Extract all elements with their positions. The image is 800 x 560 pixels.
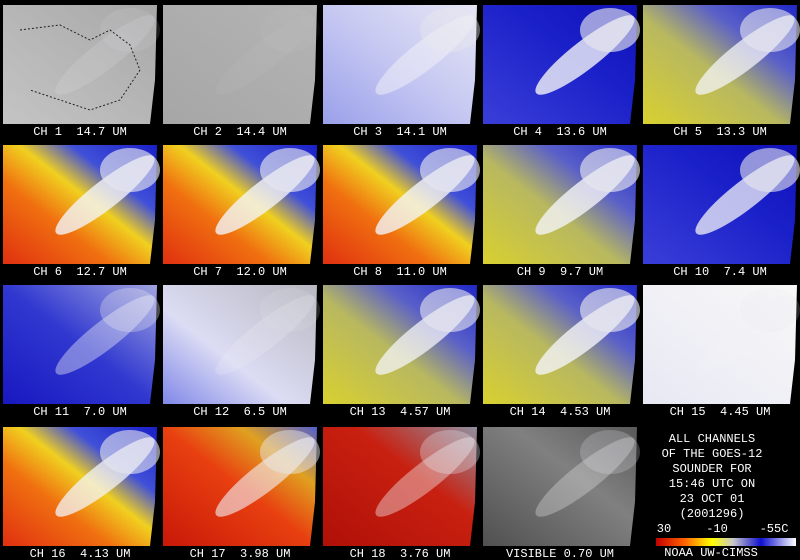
channel-label: CH 2 14.4 UM <box>193 125 287 139</box>
channel-label: CH 5 13.3 UM <box>673 125 767 139</box>
cloud-band <box>260 8 320 52</box>
channel-image <box>163 5 317 124</box>
channel-image <box>483 427 637 546</box>
cloud-band <box>420 8 480 52</box>
channel-image <box>643 285 797 404</box>
scale-label: -55C <box>760 522 789 536</box>
channel-image <box>163 285 317 404</box>
channel-label: CH 3 14.1 UM <box>353 125 447 139</box>
info-line: OF THE GOES-12 <box>662 447 763 461</box>
channel-label: CH 16 4.13 UM <box>30 547 131 560</box>
cloud-band <box>260 148 320 192</box>
cloud-band <box>55 15 155 95</box>
channel-label: CH 4 13.6 UM <box>513 125 607 139</box>
channel-image <box>3 5 157 124</box>
info-line: SOUNDER FOR <box>672 462 751 476</box>
channel-label: CH 13 4.57 UM <box>350 405 451 419</box>
channel-label: CH 9 9.7 UM <box>517 265 603 279</box>
cloud-band <box>375 15 475 95</box>
map-outline <box>19 24 141 111</box>
color-scale <box>656 538 796 546</box>
scale-label: 30 <box>657 522 671 536</box>
channel-label: CH 18 3.76 UM <box>350 547 451 560</box>
cloud-band <box>215 15 315 95</box>
cloud-band <box>580 288 640 332</box>
cloud-band <box>100 430 160 474</box>
channel-label: CH 8 11.0 UM <box>353 265 447 279</box>
info-line: (2001296) <box>680 507 745 521</box>
channel-label: CH 10 7.4 UM <box>673 265 767 279</box>
channel-label: VISIBLE 0.70 UM <box>506 547 614 560</box>
cloud-band <box>420 288 480 332</box>
cloud-band <box>260 288 320 332</box>
cloud-band <box>420 430 480 474</box>
channel-label: CH 14 4.53 UM <box>510 405 611 419</box>
channel-image <box>323 427 477 546</box>
cloud-band <box>260 430 320 474</box>
info-line: 23 OCT 01 <box>680 492 745 506</box>
info-line: ALL CHANNELS <box>669 432 755 446</box>
channel-label: CH 15 4.45 UM <box>670 405 771 419</box>
cloud-band <box>55 295 155 375</box>
cloud-band <box>740 148 800 192</box>
channel-label: CH 6 12.7 UM <box>33 265 127 279</box>
cloud-band <box>100 288 160 332</box>
cloud-band <box>100 8 160 52</box>
cloud-band <box>580 8 640 52</box>
info-line: 15:46 UTC ON <box>669 477 755 491</box>
scale-label: -10 <box>706 522 728 536</box>
channel-label: CH 7 12.0 UM <box>193 265 287 279</box>
channel-label: CH 12 6.5 UM <box>193 405 287 419</box>
cloud-band <box>215 295 315 375</box>
cloud-band <box>740 288 800 332</box>
cloud-band <box>580 148 640 192</box>
cloud-band <box>420 148 480 192</box>
channel-image <box>3 285 157 404</box>
cloud-band <box>740 8 800 52</box>
cloud-band <box>535 437 635 517</box>
channel-label: CH 1 14.7 UM <box>33 125 127 139</box>
credit: NOAA UW-CIMSS <box>664 546 758 560</box>
cloud-band <box>215 437 315 517</box>
channel-label: CH 11 7.0 UM <box>33 405 127 419</box>
cloud-band <box>100 148 160 192</box>
cloud-band <box>580 430 640 474</box>
cloud-band <box>695 295 795 375</box>
cloud-band <box>375 437 475 517</box>
channel-label: CH 17 3.98 UM <box>190 547 291 560</box>
